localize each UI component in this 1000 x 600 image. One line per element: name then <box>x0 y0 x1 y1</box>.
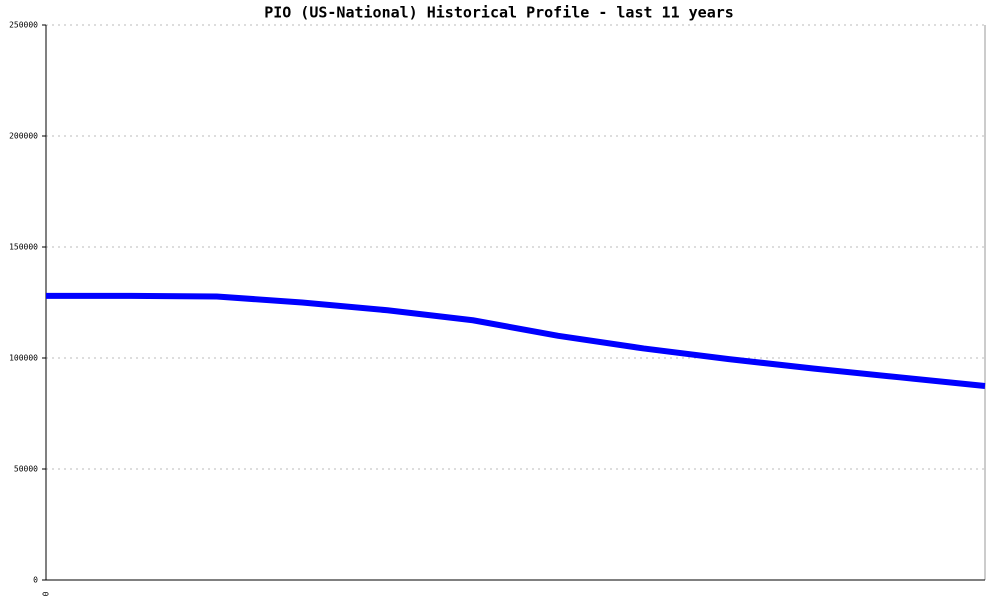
y-tick-label: 0 <box>33 576 38 585</box>
y-tick-label: 150000 <box>9 243 38 252</box>
chart-title: PIO (US-National) Historical Profile - l… <box>264 4 734 22</box>
x-tick-label: 0 <box>42 591 51 596</box>
data-line <box>46 292 986 389</box>
y-tick-label: 200000 <box>9 132 38 141</box>
y-tick-label: 50000 <box>14 465 38 474</box>
y-tick-label: 100000 <box>9 354 38 363</box>
y-tick-label: 250000 <box>9 21 38 30</box>
